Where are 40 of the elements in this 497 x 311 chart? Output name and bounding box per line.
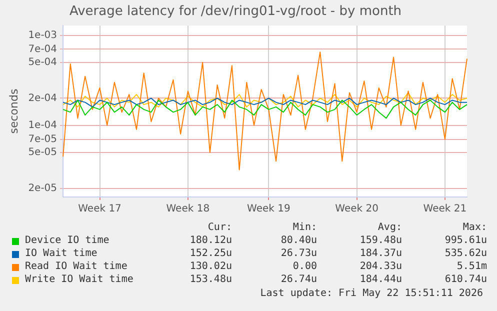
y-tick-label: 5e-04 bbox=[28, 56, 58, 68]
x-tick-label: Week 17 bbox=[78, 204, 122, 215]
text: 535.62u bbox=[444, 248, 487, 260]
y-tick-label: 1e-04 bbox=[28, 120, 58, 131]
text: 26.73u bbox=[280, 248, 317, 260]
y-tick-label: 1e-03 bbox=[28, 30, 58, 41]
text: 184.37u bbox=[358, 248, 402, 260]
text: Max: bbox=[462, 222, 487, 234]
legend-label: IO Wait time bbox=[25, 248, 98, 260]
text: 180.12u bbox=[188, 235, 232, 247]
text: Min: bbox=[292, 222, 317, 234]
legend-label: Write IO Wait time bbox=[25, 274, 134, 286]
y-axis-title: seconds bbox=[7, 88, 20, 134]
chart-title: Average latency for /dev/ring01-vg/root - by month bbox=[69, 4, 402, 20]
x-tick-label: Week 18 bbox=[166, 204, 210, 215]
text: 610.74u bbox=[444, 274, 487, 286]
x-tick-label: Week 20 bbox=[335, 204, 378, 215]
x-tick-label: Week 19 bbox=[247, 204, 290, 215]
text: 153.48u bbox=[188, 274, 232, 286]
y-tick-label: 5e-05 bbox=[28, 147, 58, 158]
text: Last update: Fri May 22 15:51:11 2026 bbox=[259, 287, 484, 300]
text: Cur: bbox=[206, 222, 232, 234]
text: 159.48u bbox=[358, 235, 402, 247]
text: 204.33u bbox=[358, 261, 402, 273]
text: Avg: bbox=[376, 222, 402, 234]
y-tick-label: 2e-04 bbox=[28, 92, 58, 104]
text: 26.74u bbox=[280, 274, 317, 286]
y-tick-label: 2e-05 bbox=[28, 182, 58, 194]
text: 130.02u bbox=[188, 261, 232, 273]
y-tick-label: 7e-04 bbox=[28, 44, 58, 55]
text: 995.61u bbox=[444, 235, 487, 247]
legend-label: Read IO Wait time bbox=[25, 261, 128, 273]
text: 80.40u bbox=[280, 235, 317, 247]
y-tick-label: 7e-05 bbox=[28, 134, 58, 145]
text: 5.51m bbox=[456, 261, 487, 273]
legend-label: Device IO time bbox=[25, 235, 110, 247]
text: 0.00 bbox=[292, 261, 317, 273]
text: 184.44u bbox=[358, 274, 402, 286]
text: 152.25u bbox=[188, 248, 232, 260]
x-tick-label: Week 21 bbox=[423, 204, 467, 215]
